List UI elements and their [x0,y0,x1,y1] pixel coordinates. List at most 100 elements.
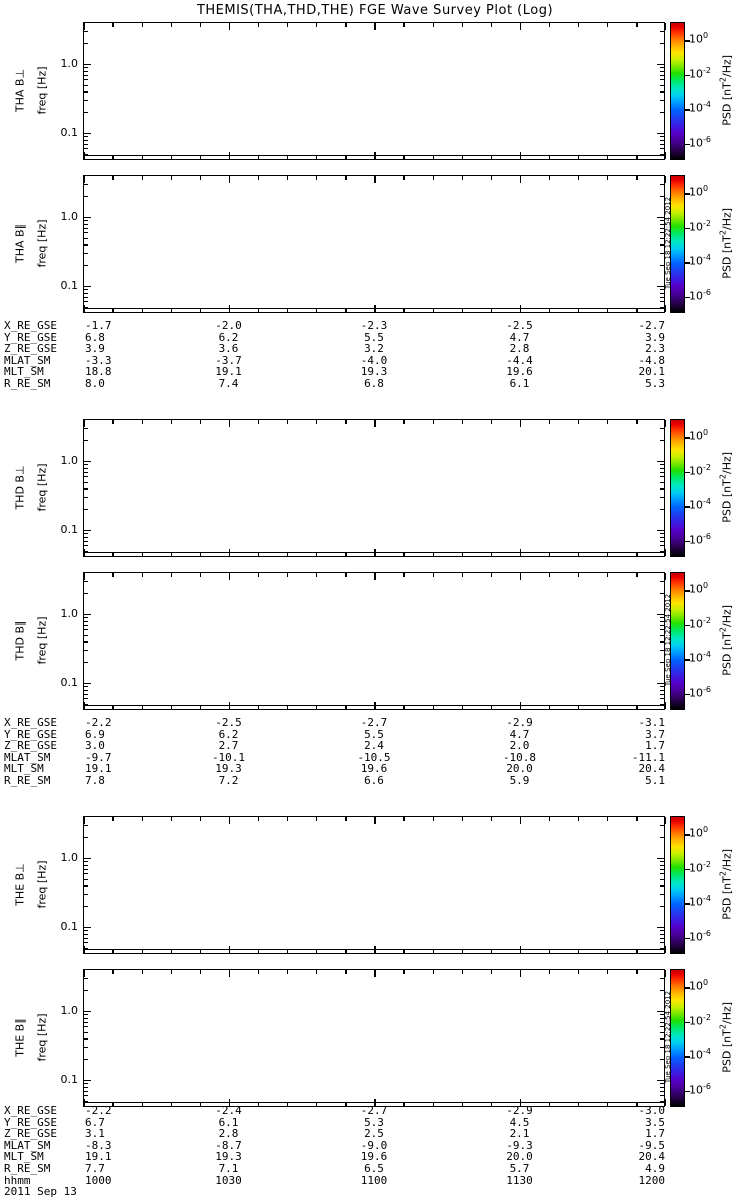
x-tick-major [664,1099,666,1106]
ephemeris-row-label: Z_RE_GSE [4,342,57,356]
x-tick-minor [461,176,463,180]
x-tick-minor [432,155,434,159]
ephemeris-value: 6.6 [364,773,384,787]
x-tick-major [228,549,231,556]
colorbar-tick-label: 100 [689,978,709,993]
ephemeris-value: 20.1 [638,365,666,379]
ephemeris-value: 5.3 [364,1115,384,1129]
x-tick-minor [170,176,172,180]
x-tick-minor [432,705,434,709]
x-tick-minor [257,573,260,577]
y-tick-minor [84,471,88,473]
x-tick-minor [461,705,463,709]
y-tick-label: 1.0 [60,850,79,864]
ephemeris-value: 19.3 [215,762,242,776]
ephemeris-value: 7.2 [218,773,239,787]
x-tick-major [84,176,86,183]
spectrogram-panel-tha-bpar[interactable] [83,175,666,313]
colorbar-tick-label: 10-6 [689,1081,711,1097]
y-tick-minor [84,1095,88,1097]
y-tick-minor [84,930,88,932]
y-tick-minor [84,620,88,622]
x-tick-major [228,152,231,159]
ephemeris-value: 2.8 [218,1127,239,1141]
spectrogram-panel-the-bpar[interactable] [83,969,666,1107]
ephemeris-value: 20.4 [638,1150,666,1164]
x-tick-minor [141,552,143,556]
x-tick-minor [578,23,580,27]
x-tick-minor [607,817,609,821]
spectrogram-panel-thd-bperp[interactable] [83,419,666,557]
y-tick-minor [660,634,664,636]
ephemeris-value: -4.0 [360,353,388,367]
x-tick-minor [199,308,202,312]
spectrogram-panel-tha-bperp[interactable] [83,22,666,160]
ephemeris-value: 6.9 [85,727,105,741]
y-tick-minor [660,906,664,908]
y-tick-minor [84,1021,88,1023]
colorbar-tick [684,624,690,627]
ephemeris-value: 6.2 [218,727,239,741]
y-tick-minor [84,464,88,466]
spectrogram-panel-thd-bpar[interactable] [83,572,666,710]
spectrogram-panel-the-bperp[interactable] [83,816,666,954]
ephemeris-row-label: MLT_SM [4,1150,44,1164]
y-tick-minor [84,292,88,294]
y-tick-minor [660,536,664,538]
colorbar-axis-title: PSD [nT2/Hz] [718,604,734,676]
ephemeris-row: Z_RE_GSE 3.1 2.8 2.5 2.1 1.7 [0,1128,750,1140]
y-tick-label: 1.0 [60,453,79,467]
x-tick-minor [403,176,405,180]
x-tick-minor [461,155,463,159]
x-tick-minor [316,1102,318,1106]
y-tick-minor [84,837,88,839]
x-tick-minor [316,552,318,556]
ephemeris-value: -2.9 [506,1104,533,1117]
x-tick-minor [578,308,580,312]
y-tick-minor [84,74,88,76]
x-tick-minor [316,155,318,159]
ephemeris-row-label: X_RE_GSE [4,1104,57,1117]
ephemeris-row-label: Y_RE_GSE [4,1115,57,1129]
x-tick-major [84,946,86,953]
ephemeris-value: 1130 [506,1173,533,1187]
y-tick-minor [660,148,664,150]
x-tick-major [519,702,522,709]
x-tick-minor [548,155,551,159]
y-tick-minor [660,252,664,255]
colorbar-tick [684,540,690,543]
ephemeris-row: Y_RE_GSE 6.9 6.2 5.5 4.7 3.7 [0,727,750,741]
x-tick-major [84,573,86,580]
x-tick-minor [170,817,172,821]
ephemeris-value: 3.7 [645,727,665,741]
colorbar-axis-title: PSD [nT2/Hz] [718,1001,734,1073]
x-tick-minor [287,573,289,577]
colorbar-tick [684,262,690,264]
x-tick-minor [461,1102,463,1106]
y-tick-minor [660,244,664,246]
x-tick-minor [607,420,609,424]
x-tick-major [664,970,666,977]
ephemeris-value: -2.4 [215,1104,242,1117]
colorbar-tick [684,1090,690,1093]
ephemeris-value: -2.3 [360,319,388,332]
y-axis-title-tha-bperp: freq [Hz] [35,66,49,115]
ephemeris-value: 6.8 [364,376,384,390]
y-tick-minor [84,476,88,478]
y-tick-minor [660,533,664,535]
ephemeris-value: -2.7 [360,716,388,729]
x-tick-major [519,946,522,953]
y-tick-minor [660,947,664,949]
colorbar-tick [684,296,690,299]
y-tick-minor [660,617,664,619]
y-tick-minor [84,70,88,72]
x-tick-minor [461,573,463,577]
y-tick-minor [84,1026,88,1028]
y-tick-major [84,926,91,929]
y-tick-major [657,285,664,288]
x-tick-minor [607,176,609,180]
ephemeris-value: 19.1 [85,762,112,776]
x-tick-minor [548,970,551,974]
y-tick-minor [660,296,664,298]
colorbar-tick-label: 10-2 [689,65,711,81]
